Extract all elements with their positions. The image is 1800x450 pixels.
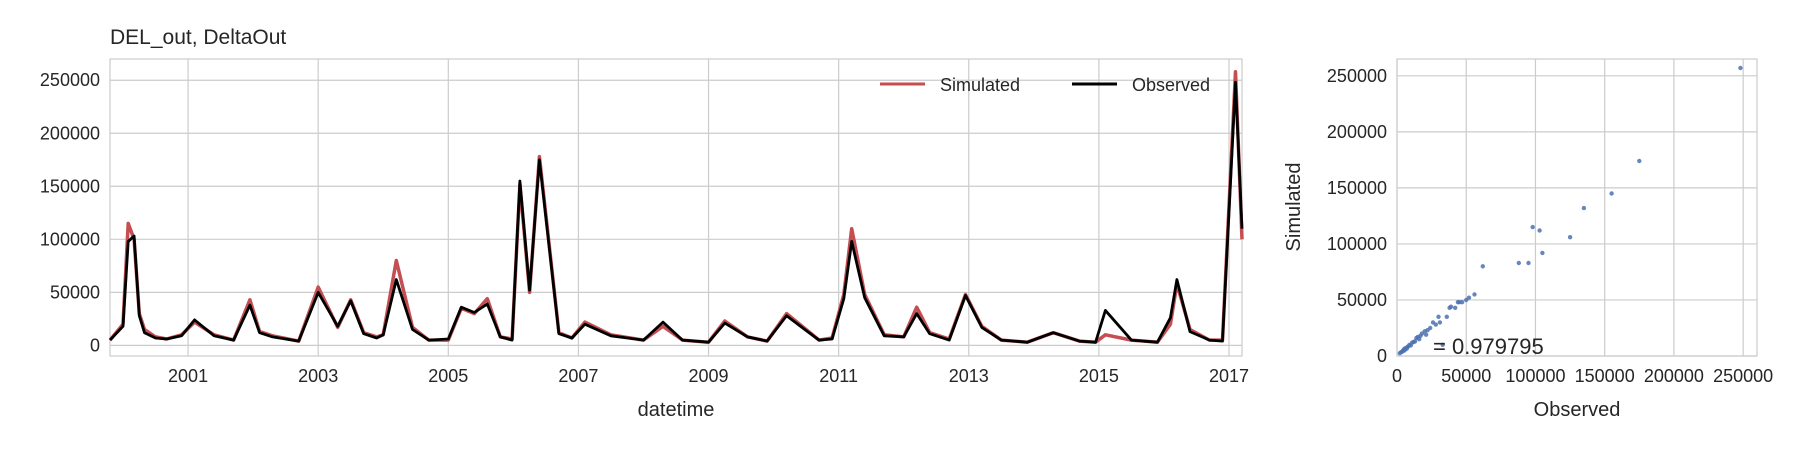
scatter-point bbox=[1537, 228, 1542, 233]
scatter-grid bbox=[1396, 59, 1757, 357]
scatter-point bbox=[1444, 314, 1450, 319]
scatter-point bbox=[1440, 342, 1445, 347]
scatter-plot-area bbox=[1396, 58, 1758, 357]
x-tick-label: 2007 bbox=[558, 366, 598, 386]
y-tick-label: 50000 bbox=[50, 282, 100, 302]
x-tick-label: 250000 bbox=[1713, 366, 1773, 386]
y-tick-label: 250000 bbox=[1327, 66, 1387, 86]
y-tick-label: 0 bbox=[90, 335, 100, 355]
x-tick-label: 100000 bbox=[1505, 366, 1565, 386]
x-tick-label: 2011 bbox=[819, 366, 858, 386]
series-line-observed bbox=[108, 80, 1244, 344]
scatter-point bbox=[1448, 304, 1454, 309]
scatter-point bbox=[1433, 322, 1439, 327]
x-tick-label: 0 bbox=[1392, 366, 1402, 386]
y-tick-label: 250000 bbox=[40, 70, 100, 90]
legend-label-simulated: Simulated bbox=[940, 75, 1020, 95]
scatter-point bbox=[1417, 337, 1422, 342]
y-tick-label: 200000 bbox=[40, 123, 100, 143]
timeseries-lines bbox=[108, 69, 1244, 344]
scatter-point bbox=[1480, 264, 1486, 269]
x-tick-label: 2005 bbox=[428, 366, 468, 386]
scatter-point bbox=[1436, 314, 1441, 319]
x-tick-label: 2017 bbox=[1209, 366, 1249, 386]
scatter-y-ticks: 0 50000 100000 150000 200000 250000 bbox=[1327, 66, 1387, 366]
x-tick-label: 150000 bbox=[1575, 366, 1635, 386]
x-tick-label: 50000 bbox=[1441, 366, 1491, 386]
timeseries-x-axis-label: datetime bbox=[638, 399, 715, 421]
scatter-point bbox=[1437, 320, 1443, 325]
scatter-y-axis-label: Simulated bbox=[1283, 163, 1305, 252]
timeseries-title: DEL_out, DeltaOut bbox=[110, 26, 286, 49]
scatter-x-axis-label: Observed bbox=[1534, 399, 1621, 421]
scatter-point bbox=[1428, 325, 1433, 331]
y-tick-label: 100000 bbox=[40, 229, 100, 249]
scatter-point bbox=[1637, 158, 1642, 164]
scatter-point bbox=[1453, 305, 1458, 310]
timeseries-y-ticks: 0 50000 100000 150000 200000 250000 bbox=[40, 70, 100, 355]
y-tick-label: 50000 bbox=[1337, 290, 1387, 310]
scatter-point bbox=[1567, 235, 1573, 240]
x-tick-label: 2015 bbox=[1079, 366, 1119, 386]
scatter-point bbox=[1738, 65, 1743, 71]
x-tick-label: 2013 bbox=[949, 366, 989, 386]
scatter-r2-annotation: = 0.979795 bbox=[1433, 334, 1544, 359]
scatter-point bbox=[1466, 295, 1472, 300]
y-tick-label: 100000 bbox=[1327, 234, 1387, 254]
x-tick-label: 200000 bbox=[1644, 366, 1704, 386]
scatter-point bbox=[1516, 260, 1522, 266]
scatter-point bbox=[1459, 300, 1465, 305]
scatter-points bbox=[1397, 65, 1743, 356]
scatter-point bbox=[1472, 292, 1477, 297]
x-tick-label: 2009 bbox=[689, 366, 729, 386]
x-tick-label: 2003 bbox=[298, 366, 338, 386]
timeseries-grid bbox=[110, 59, 1242, 356]
y-tick-label: 150000 bbox=[1327, 178, 1387, 198]
scatter-point bbox=[1526, 260, 1531, 266]
legend-label-observed: Observed bbox=[1132, 75, 1210, 95]
y-tick-label: 200000 bbox=[1327, 122, 1387, 142]
scatter-point bbox=[1581, 205, 1587, 211]
scatter-point bbox=[1412, 339, 1418, 344]
scatter-point bbox=[1609, 191, 1614, 196]
scatter-point bbox=[1530, 224, 1535, 230]
scatter-point bbox=[1423, 332, 1429, 337]
scatter-panel: 0 50000 100000 150000 200000 250000 0 50000 100… bbox=[1283, 58, 1773, 421]
timeseries-plot-area bbox=[109, 58, 1243, 357]
x-tick-label: 2001 bbox=[168, 366, 208, 386]
timeseries-legend: Simulated Observed bbox=[880, 75, 1210, 95]
y-tick-label: 0 bbox=[1377, 346, 1387, 366]
timeseries-x-ticks: 2001 2003 2005 2007 2009 2011 2013 2015 2017 bbox=[168, 366, 1249, 386]
scatter-point bbox=[1540, 250, 1545, 256]
scatter-x-ticks: 0 50000 100000 150000 200000 250000 bbox=[1392, 366, 1773, 386]
y-tick-label: 150000 bbox=[40, 176, 100, 196]
